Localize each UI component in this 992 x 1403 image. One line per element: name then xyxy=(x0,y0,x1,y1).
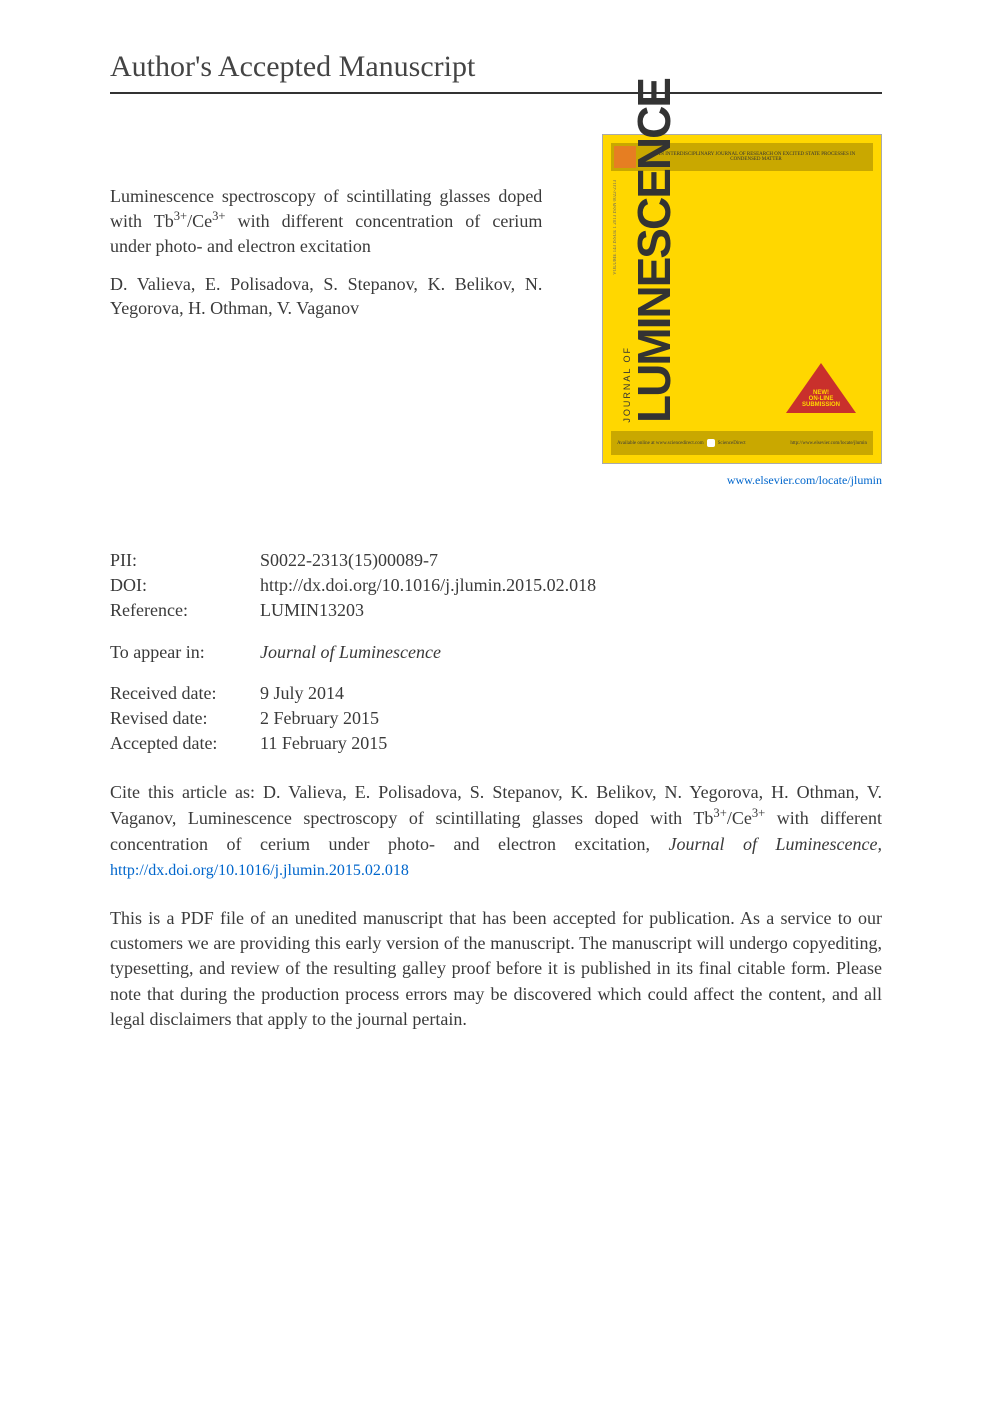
doi-row: DOI: http://dx.doi.org/10.1016/j.jlumin.… xyxy=(110,573,882,598)
pii-row: PII: S0022-2313(15)00089-7 xyxy=(110,548,882,573)
title-sup2: 3+ xyxy=(212,209,225,223)
article-info: Luminescence spectroscopy of scintillati… xyxy=(110,134,542,320)
reference-value: LUMIN13203 xyxy=(260,598,364,623)
received-row: Received date: 9 July 2014 xyxy=(110,681,882,706)
badge-line3: SUBMISSION xyxy=(802,402,840,408)
journal-cover-image: AN INTERDISCIPLINARY JOURNAL OF RESEARCH… xyxy=(602,134,882,464)
authors-list: D. Valieva, E. Polisadova, S. Stepanov, … xyxy=(110,272,542,321)
pii-value: S0022-2313(15)00089-7 xyxy=(260,548,438,573)
revised-row: Revised date: 2 February 2015 xyxy=(110,706,882,731)
accepted-label: Accepted date: xyxy=(110,731,260,756)
citation-journal: Journal of Luminescence, xyxy=(669,834,883,854)
page-title: Author's Accepted Manuscript xyxy=(110,50,882,84)
reference-label: Reference: xyxy=(110,598,260,623)
top-section: Luminescence spectroscopy of scintillati… xyxy=(110,134,882,488)
reference-row: Reference: LUMIN13203 xyxy=(110,598,882,623)
dates-table: Received date: 9 July 2014 Revised date:… xyxy=(110,681,882,757)
revised-value: 2 February 2015 xyxy=(260,706,379,731)
cover-bottom-bar: Available online at www.sciencedirect.co… xyxy=(611,431,873,455)
title-part2: /Ce xyxy=(187,211,212,231)
pii-label: PII: xyxy=(110,548,260,573)
article-title: Luminescence spectroscopy of scintillati… xyxy=(110,184,542,258)
citation-doi-link[interactable]: http://dx.doi.org/10.1016/j.jlumin.2015.… xyxy=(110,862,409,879)
revised-label: Revised date: xyxy=(110,706,260,731)
cover-issue-info: VOLUME 143 ISSUE 1 2013 ISSN 0022-2313 xyxy=(613,180,618,423)
sciencedirect: Available online at www.sciencedirect.co… xyxy=(617,439,746,447)
received-label: Received date: xyxy=(110,681,260,706)
appear-in-label: To appear in: xyxy=(110,642,260,663)
accepted-row: Accepted date: 11 February 2015 xyxy=(110,731,882,756)
citation-sup2: 3+ xyxy=(752,806,765,820)
doi-label: DOI: xyxy=(110,573,260,598)
cover-section: AN INTERDISCIPLINARY JOURNAL OF RESEARCH… xyxy=(573,134,882,488)
new-badge-text: NEW! ON-LINE SUBMISSION xyxy=(791,390,851,408)
journal-name-vertical: JOURNAL OF LUMINESCENCE xyxy=(622,180,675,423)
appear-in-journal: Journal of Luminescence xyxy=(260,642,441,663)
cover-main: VOLUME 143 ISSUE 1 2013 ISSN 0022-2313 J… xyxy=(613,180,675,423)
citation-mid: /Ce xyxy=(727,808,752,828)
citation-sup1: 3+ xyxy=(713,806,726,820)
luminescence-text: LUMINESCENCE xyxy=(634,79,675,423)
received-value: 9 July 2014 xyxy=(260,681,344,706)
metadata-table: PII: S0022-2313(15)00089-7 DOI: http://d… xyxy=(110,548,882,624)
title-divider xyxy=(110,92,882,94)
appear-in-row: To appear in: Journal of Luminescence xyxy=(110,642,882,663)
citation-block: Cite this article as: D. Valieva, E. Pol… xyxy=(110,780,882,882)
title-sup1: 3+ xyxy=(174,209,187,223)
journal-website-link[interactable]: www.elsevier.com/locate/jlumin xyxy=(573,473,882,488)
sciencedirect-text: ScienceDirect xyxy=(718,441,746,446)
available-text: Available online at www.sciencedirect.co… xyxy=(617,441,704,446)
doi-value: http://dx.doi.org/10.1016/j.jlumin.2015.… xyxy=(260,573,596,598)
sciencedirect-icon xyxy=(707,439,715,447)
accepted-value: 11 February 2015 xyxy=(260,731,387,756)
disclaimer-text: This is a PDF file of an unedited manusc… xyxy=(110,906,882,1032)
cover-bottom-url: http://www.elsevier.com/locate/jlumin xyxy=(790,441,867,446)
